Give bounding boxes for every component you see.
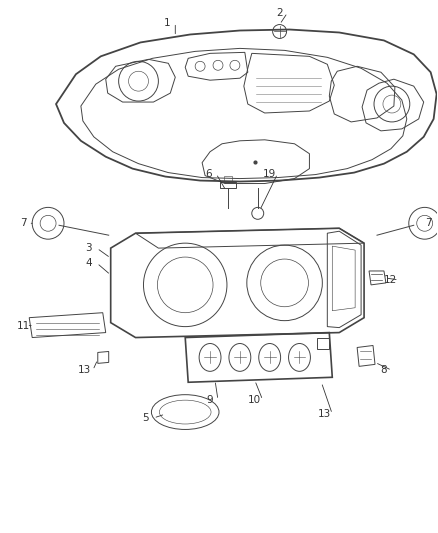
Text: 8: 8 — [381, 365, 387, 375]
Text: 9: 9 — [207, 395, 213, 405]
Text: 7: 7 — [425, 219, 432, 228]
Text: 13: 13 — [78, 365, 92, 375]
Text: 6: 6 — [205, 168, 212, 179]
Text: 3: 3 — [85, 243, 92, 253]
Text: 13: 13 — [318, 409, 331, 419]
Text: 1: 1 — [164, 18, 171, 28]
Text: 19: 19 — [263, 168, 276, 179]
Text: 10: 10 — [248, 395, 261, 405]
Text: 12: 12 — [384, 275, 398, 285]
Text: 4: 4 — [85, 258, 92, 268]
Text: 11: 11 — [17, 321, 30, 330]
Text: 2: 2 — [276, 7, 283, 18]
Text: 7: 7 — [20, 219, 27, 228]
Text: 5: 5 — [142, 413, 149, 423]
